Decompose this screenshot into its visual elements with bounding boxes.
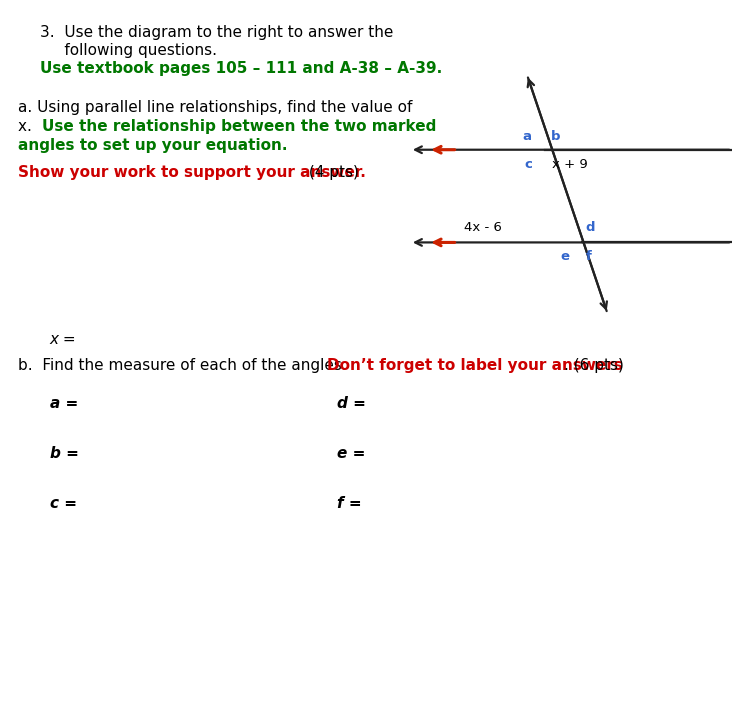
Text: Use textbook pages 105 – 111 and A-38 – A-39.: Use textbook pages 105 – 111 and A-38 – … (40, 61, 443, 76)
Text: a: a (523, 130, 531, 143)
Text: (4 pts): (4 pts) (304, 165, 359, 180)
Text: x.: x. (18, 119, 37, 134)
Text: c: c (524, 158, 532, 171)
Text: Don’t forget to label your answers: Don’t forget to label your answers (327, 358, 623, 373)
Text: x =: x = (50, 332, 76, 347)
Text: 3.  Use the diagram to the right to answer the: 3. Use the diagram to the right to answe… (40, 25, 394, 40)
Text: following questions.: following questions. (40, 43, 217, 58)
Text: d: d (586, 221, 595, 234)
Text: c =: c = (50, 496, 77, 511)
Text: b: b (550, 130, 560, 143)
Text: b.  Find the measure of each of the angles.: b. Find the measure of each of the angle… (18, 358, 352, 373)
Text: 4x - 6: 4x - 6 (463, 221, 501, 234)
Text: x + 9: x + 9 (552, 158, 588, 171)
Text: e: e (561, 250, 569, 262)
Text: f =: f = (337, 496, 362, 511)
Text: angles to set up your equation.: angles to set up your equation. (18, 138, 288, 153)
Text: a. Using parallel line relationships, find the value of: a. Using parallel line relationships, fi… (18, 100, 413, 115)
Text: b =: b = (50, 446, 78, 461)
Text: Show your work to support your answer.: Show your work to support your answer. (18, 165, 366, 180)
Text: f: f (586, 250, 591, 262)
Text: Use the relationship between the two marked: Use the relationship between the two mar… (42, 119, 436, 134)
Text: d =: d = (337, 396, 365, 411)
Text: a =: a = (50, 396, 78, 411)
Text: . (6 pts): . (6 pts) (564, 358, 624, 373)
Text: e =: e = (337, 446, 365, 461)
